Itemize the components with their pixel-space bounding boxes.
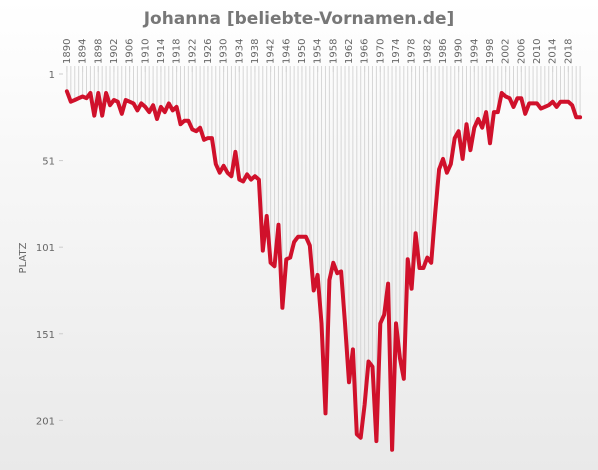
x-tick-label: 2002 [501, 39, 512, 64]
x-tick-label: 2010 [532, 39, 543, 64]
series-line [64, 89, 583, 452]
x-tick-label: 1962 [344, 39, 355, 64]
x-tick-label: 1938 [250, 39, 261, 64]
x-tick-label: 2014 [548, 39, 559, 64]
x-tick-label: 1970 [375, 39, 386, 64]
x-tick-label: 1914 [156, 39, 167, 64]
x-tick-label: 1918 [172, 39, 183, 64]
x-tick-label: 1930 [219, 39, 230, 64]
x-tick-label: 1906 [125, 39, 136, 64]
chart-title: Johanna [beliebte-Vornamen.de] [143, 9, 455, 29]
x-tick-label: 1902 [109, 39, 120, 64]
x-tick-label: 1894 [78, 39, 89, 64]
x-tick-label: 2006 [516, 39, 527, 64]
x-tick-label: 1922 [187, 39, 198, 64]
x-tick-label: 1958 [328, 39, 339, 64]
x-tick-label: 1926 [203, 39, 214, 64]
x-tick-label: 1898 [93, 39, 104, 64]
y-tick-label: 201 [36, 416, 55, 427]
y-tick-label: 101 [36, 243, 55, 254]
x-tick-label: 1954 [313, 39, 324, 64]
x-tick-label: 1946 [281, 39, 292, 64]
y-axis-label: PLATZ [18, 242, 29, 273]
x-tick-label: 2018 [563, 39, 574, 64]
x-tick-label: 1934 [234, 39, 245, 64]
x-tick-label: 1890 [62, 39, 73, 64]
x-tick-label: 1966 [360, 39, 371, 64]
x-tick-label: 1910 [140, 39, 151, 64]
x-tick-label: 1994 [469, 39, 480, 64]
x-tick-label: 1974 [391, 39, 402, 64]
x-tick-label: 1986 [438, 39, 449, 64]
y-tick-label: 51 [42, 157, 55, 168]
x-tick-label: 1950 [297, 39, 308, 64]
x-tick-label: 1998 [485, 39, 496, 64]
x-tick-label: 1982 [422, 39, 433, 64]
y-tick-label: 1 [49, 70, 55, 81]
x-tick-label: 1990 [454, 39, 465, 64]
x-tick-label: 1942 [266, 39, 277, 64]
x-tick-label: 1978 [407, 39, 418, 64]
y-tick-label: 151 [36, 330, 55, 341]
